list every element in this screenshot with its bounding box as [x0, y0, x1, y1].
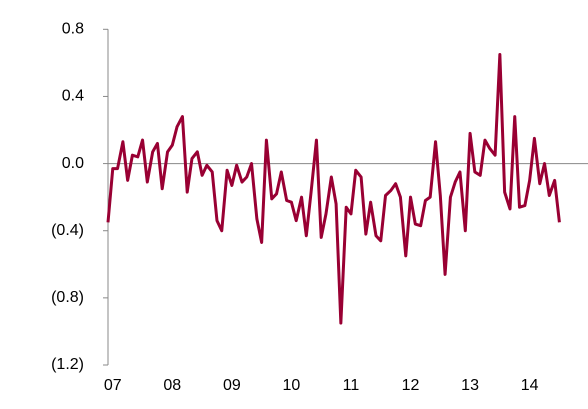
- x-tick-label: 13: [461, 377, 479, 394]
- y-tick-label: (1.2): [51, 356, 84, 373]
- y-tick-label: (0.8): [51, 289, 84, 306]
- x-tick-label: 10: [283, 377, 301, 394]
- line-series: [106, 52, 561, 325]
- x-tick-label: 08: [163, 377, 181, 394]
- y-tick-label: (0.4): [51, 222, 84, 239]
- x-tick-label: 14: [521, 377, 539, 394]
- x-tick-label: 11: [343, 377, 360, 394]
- x-tick-label: 07: [104, 377, 122, 394]
- y-tick-label: 0.0: [62, 155, 84, 172]
- y-tick-label: 0.4: [62, 88, 84, 105]
- y-tick-label: 0.8: [62, 21, 84, 38]
- x-tick-label: 12: [402, 377, 420, 394]
- x-tick-label: 09: [223, 377, 241, 394]
